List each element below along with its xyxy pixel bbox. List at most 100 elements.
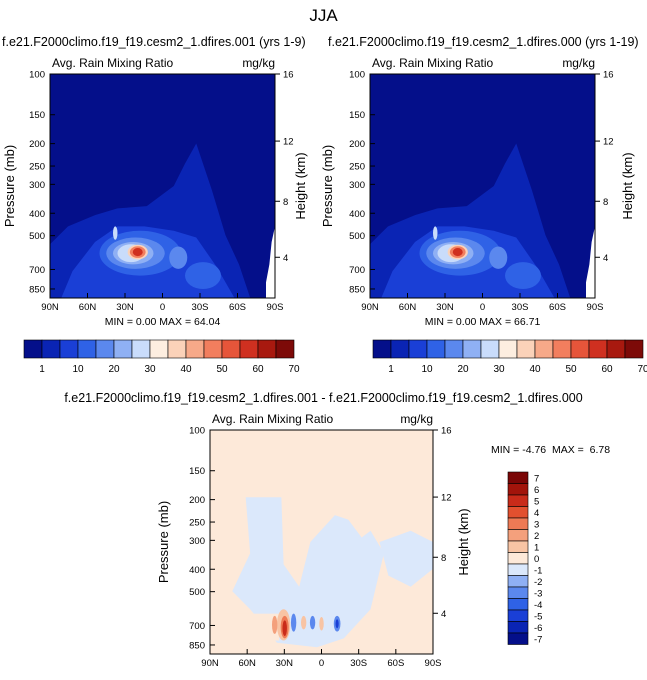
y2-axis-label: Height (km): [293, 152, 308, 219]
colorbar-box: [221, 339, 241, 359]
colorbar-label: 30: [144, 364, 156, 375]
colorbar-label: 0: [534, 554, 539, 565]
diff-negative-region-2: [379, 530, 433, 587]
y2-tick-label: 12: [441, 493, 452, 504]
y-tick-label: 700: [189, 621, 205, 632]
diff-feature: [309, 615, 316, 630]
y-tick-label: 850: [29, 284, 45, 295]
y-axis-label: Pressure (mb): [156, 501, 171, 583]
colorbar-label: 70: [288, 364, 300, 375]
colorbar-box: [113, 339, 133, 359]
y-tick-label: 250: [349, 162, 365, 173]
colorbar-label: 3: [534, 520, 539, 531]
y-tick-label: 150: [189, 466, 205, 477]
x-tick-label: 90N: [41, 302, 59, 313]
y2-axis-label: Height (km): [456, 508, 471, 575]
colorbar-label: 5: [534, 497, 539, 508]
colorbar-label: 4: [534, 508, 539, 519]
y-tick-label: 400: [349, 209, 365, 220]
colorbar-label: -1: [534, 566, 542, 577]
colorbar-label: 50: [565, 364, 577, 375]
y2-tick-label: 4: [283, 253, 288, 264]
colorbar-box: [588, 339, 608, 359]
diff-feature: [282, 620, 287, 637]
field-level-7b: [433, 226, 438, 240]
colorbar-box: [426, 339, 446, 359]
diff-panel-title: f.e21.F2000climo.f19_f19.cesm2_1.dfires.…: [64, 391, 583, 405]
colorbar-label: 60: [601, 364, 613, 375]
colorbar-box: [516, 339, 536, 359]
colorbar-label: 40: [180, 364, 192, 375]
y-tick-label: 400: [189, 565, 205, 576]
y-tick-label: 100: [349, 70, 365, 81]
y-tick-label: 500: [349, 231, 365, 242]
x-tick-label: 0: [480, 302, 485, 313]
x-tick-label: 0: [160, 302, 165, 313]
colorbar-label: 30: [493, 364, 505, 375]
colorbar-box: [372, 339, 392, 359]
colorbar-label: 7: [534, 474, 539, 485]
colorbar-box: [239, 339, 259, 359]
field-level-5b: [169, 246, 188, 269]
colorbar-box: [23, 339, 43, 359]
colorbar-box: [257, 339, 277, 359]
colorbar-box: [606, 339, 626, 359]
colorbar-label: -6: [534, 623, 542, 634]
colorbar-box: [507, 632, 529, 645]
panel-1-chart: Avg. Rain Mixing Ratio mg/kg 100 150 200 250 3…: [2, 56, 308, 328]
y-tick-label: 200: [189, 495, 205, 506]
diff-left-title: Avg. Rain Mixing Ratio: [212, 412, 333, 426]
y2-tick-label: 16: [283, 70, 294, 81]
colorbar-label: 20: [108, 364, 120, 375]
y-tick-label: 500: [189, 587, 205, 598]
colorbar-label: 10: [421, 364, 433, 375]
panel-2-chart: Avg. Rain Mixing Ratio mg/kg 100 150 200 250 3…: [320, 56, 635, 328]
colorbar-label: 1: [534, 543, 539, 554]
x-tick-label: 60N: [238, 658, 256, 669]
colorbar-box: [498, 339, 518, 359]
y2-tick-label: 16: [441, 426, 452, 437]
colorbar-box: [507, 586, 529, 599]
x-tick-label: 60S: [387, 658, 404, 669]
colorbar-label: -3: [534, 589, 542, 600]
colorbar-label: 20: [457, 364, 469, 375]
x-tick-label: 0: [319, 658, 324, 669]
field-level-4b: [185, 262, 221, 290]
page-title: JJA: [309, 6, 338, 25]
colorbar-box: [77, 339, 97, 359]
colorbar-label: 1: [39, 364, 45, 375]
panel-2-colorbar: 1 10 20 30 40 50 60 70: [372, 339, 647, 375]
colorbar-box: [507, 621, 529, 634]
x-tick-label: 60S: [549, 302, 566, 313]
y-tick-label: 250: [189, 518, 205, 529]
colorbar-box: [507, 540, 529, 553]
stats-label: MIN = 0.00 MAX = 66.71: [425, 316, 541, 328]
colorbar-box: [131, 339, 151, 359]
field-level-13: [132, 248, 143, 257]
diff-feature: [300, 615, 307, 630]
x-tick-label: 60N: [399, 302, 417, 313]
y-tick-label: 300: [29, 180, 45, 191]
left-title: Avg. Rain Mixing Ratio: [52, 56, 173, 70]
panel-2-title: f.e21.F2000climo.f19_f19.cesm2_1.dfires.…: [328, 35, 639, 49]
y-tick-label: 300: [349, 180, 365, 191]
colorbar-label: 70: [637, 364, 647, 375]
colorbar-box: [507, 609, 529, 622]
y-tick-label: 250: [29, 162, 45, 173]
colorbar-box: [41, 339, 61, 359]
colorbar-label: -5: [534, 612, 542, 623]
field-level-7b: [113, 226, 118, 240]
y-tick-label: 150: [349, 110, 365, 121]
x-tick-label: 90N: [201, 658, 219, 669]
colorbar-label: -2: [534, 577, 542, 588]
y-tick-label: 700: [349, 265, 365, 276]
colorbar-box: [507, 517, 529, 530]
y-tick-label: 200: [349, 139, 365, 150]
colorbar-box: [507, 471, 529, 484]
colorbar-box: [507, 575, 529, 588]
y-tick-label: 100: [189, 426, 205, 437]
diff-feature: [335, 619, 339, 629]
y2-axis-label: Height (km): [620, 152, 635, 219]
colorbar-box: [95, 339, 115, 359]
colorbar-box: [444, 339, 464, 359]
